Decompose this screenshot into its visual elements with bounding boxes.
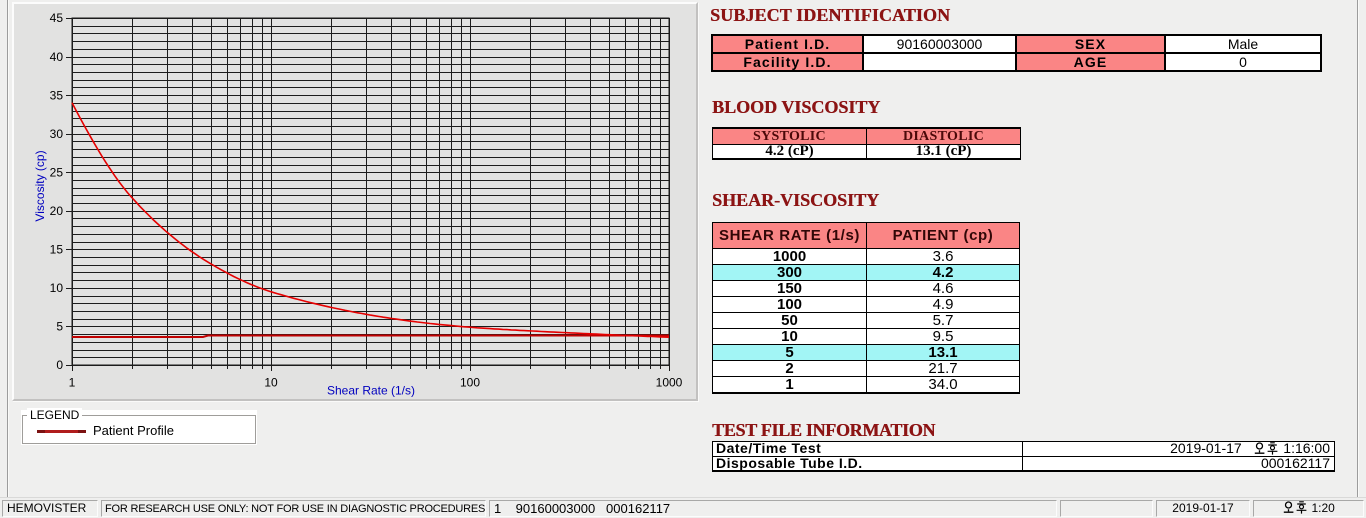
svg-text:40: 40 <box>50 50 64 64</box>
svg-text:Viscosity (cp): Viscosity (cp) <box>33 150 47 221</box>
svg-text:1000: 1000 <box>656 376 683 390</box>
svg-text:25: 25 <box>50 165 64 179</box>
svg-text:15: 15 <box>50 243 64 257</box>
svg-text:45: 45 <box>50 11 64 25</box>
svg-text:10: 10 <box>50 281 64 295</box>
svg-text:100: 100 <box>460 376 480 390</box>
svg-text:20: 20 <box>50 204 64 218</box>
svg-text:10: 10 <box>264 376 278 390</box>
svg-text:1: 1 <box>69 376 76 390</box>
svg-text:Shear Rate (1/s): Shear Rate (1/s) <box>327 384 415 398</box>
svg-text:5: 5 <box>56 320 63 334</box>
svg-text:0: 0 <box>56 358 63 372</box>
svg-text:35: 35 <box>50 88 64 102</box>
svg-text:30: 30 <box>50 127 64 141</box>
